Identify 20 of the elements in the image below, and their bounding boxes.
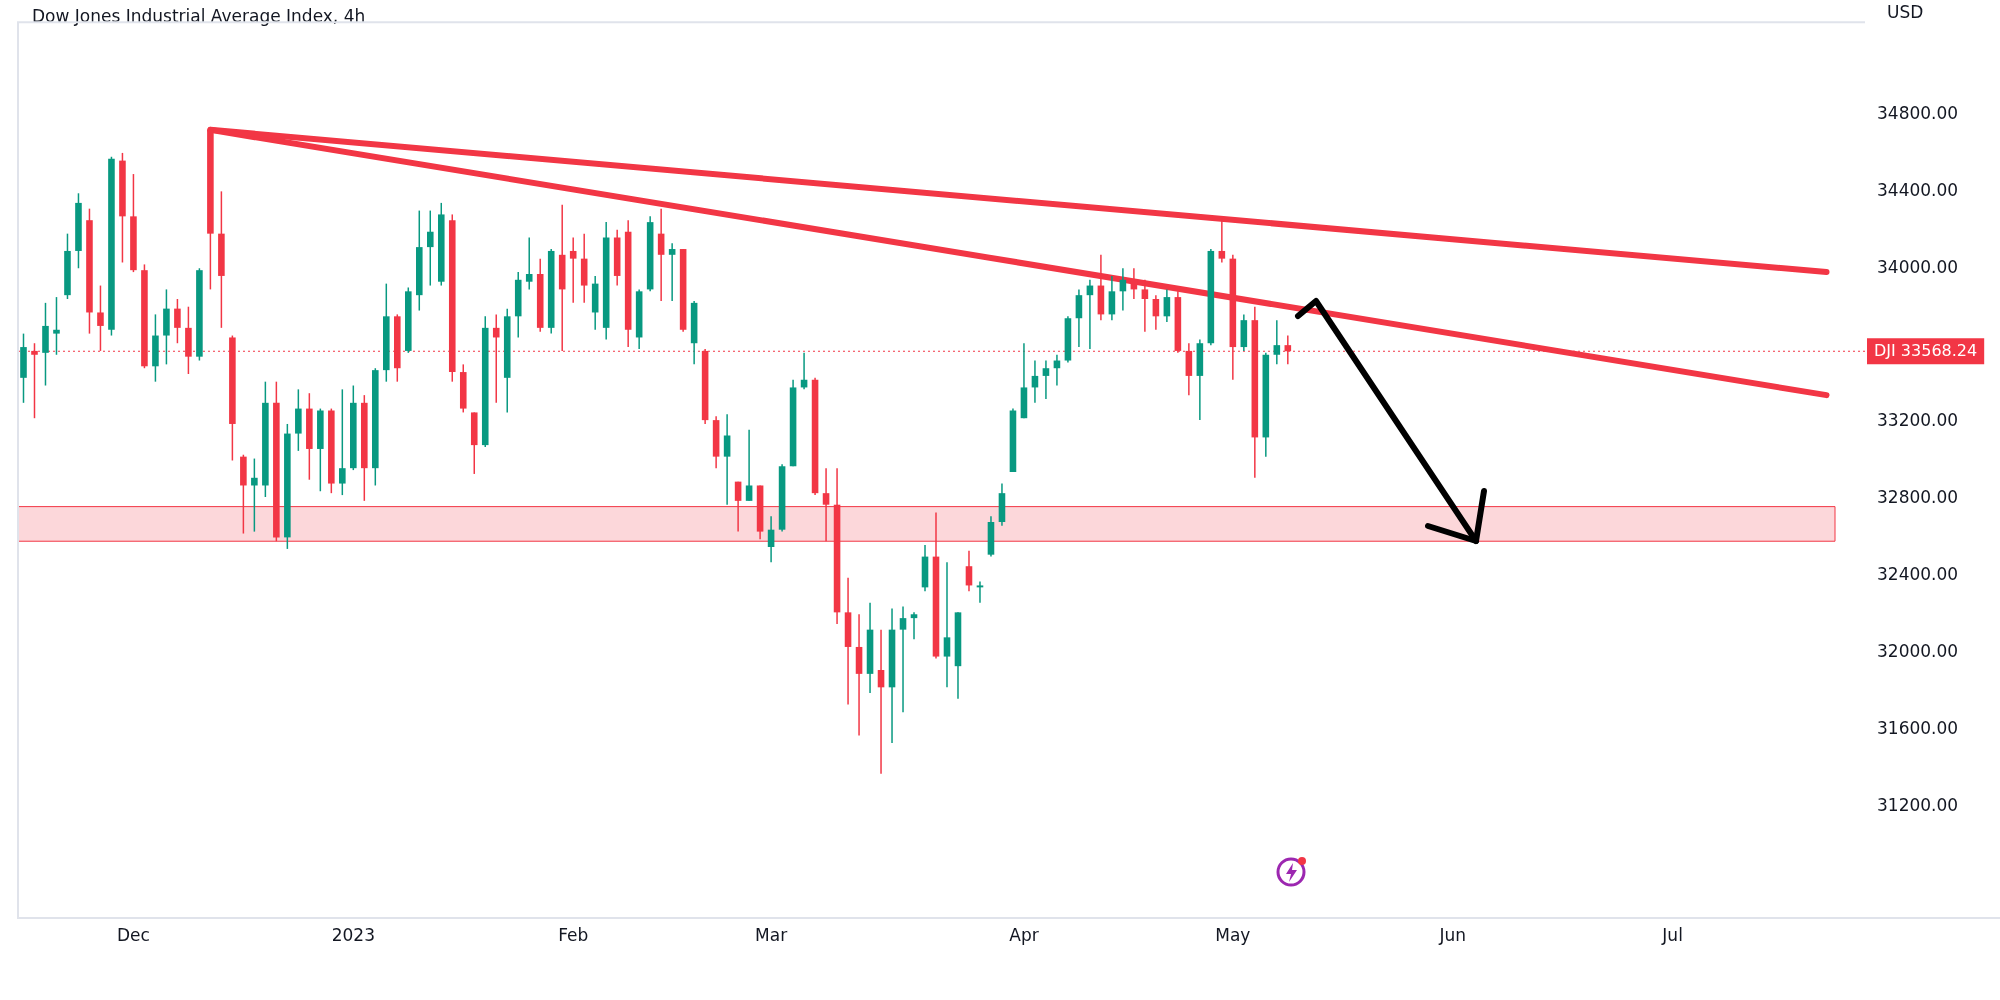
x-tick-label: Mar [755,924,788,945]
y-tick-label: 34800.00 [1877,102,1959,123]
ref-line-label: DJI 33568.24 [1874,341,1978,361]
y-tick-label: 34000.00 [1877,256,1959,277]
chart-title: Dow Jones Industrial Average Index, 4h [32,6,366,27]
y-tick-label: 34400.00 [1877,179,1959,200]
x-tick-label: Apr [1009,924,1039,945]
x-tick-label: Jun [1438,924,1466,945]
y-tick-label: 32400.00 [1877,564,1959,585]
y-tick-label: 31200.00 [1877,794,1959,815]
y-tick-label: 32800.00 [1877,487,1959,508]
x-tick-label: Feb [558,924,589,945]
x-tick-label: 2023 [331,924,375,945]
x-tick-label: May [1215,924,1251,945]
y-tick-label: 33200.00 [1877,410,1959,431]
x-tick-label: Jul [1661,924,1683,945]
x-tick-label: Dec [116,924,150,945]
y-tick-label: 32000.00 [1877,641,1959,662]
y-axis-title: USD [1887,2,1924,23]
y-tick-label: 31600.00 [1877,718,1959,739]
